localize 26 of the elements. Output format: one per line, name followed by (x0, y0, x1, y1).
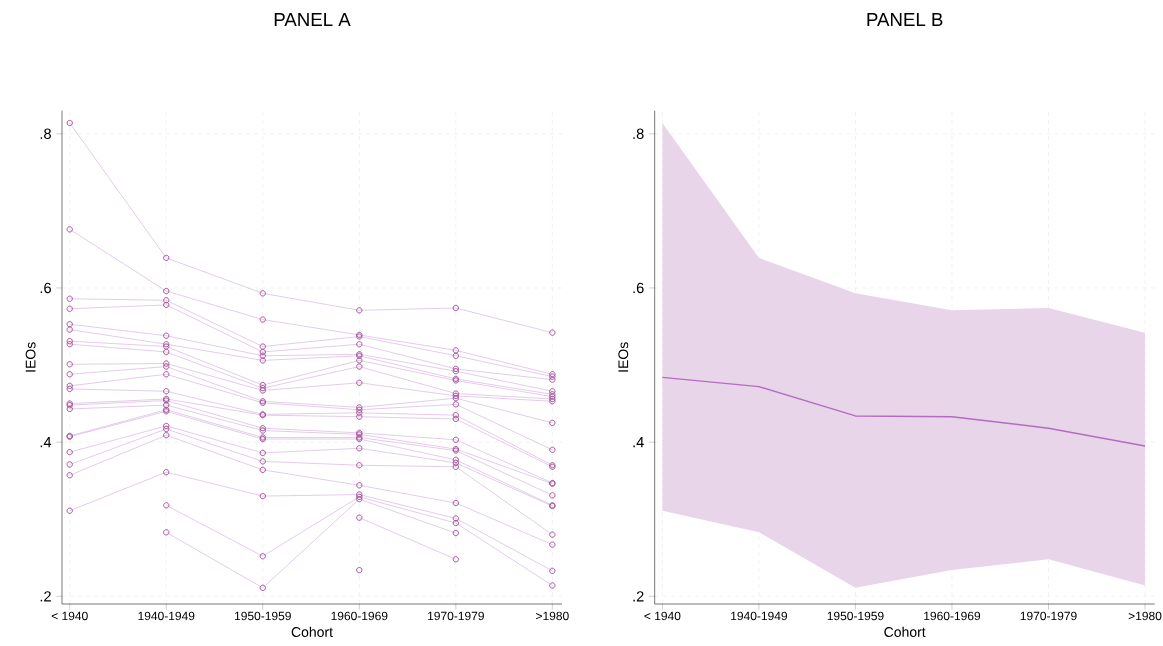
y-tick-label: .6 (633, 282, 644, 294)
x-tick-label: 1970-1979 (1020, 611, 1077, 621)
x-tick-label: >1980 (1128, 611, 1162, 621)
chart-title: PANEL B (867, 13, 943, 26)
x-tick-label: < 1940 (644, 611, 681, 621)
chart-title: PANEL A (274, 13, 351, 26)
y-tick-label: .4 (40, 437, 52, 448)
x-tick-label: 1940-1949 (731, 611, 788, 621)
x-tick-label: 1960-1969 (331, 611, 388, 621)
y-tick-label: .4 (633, 437, 644, 448)
y-axis-title: IEOs (25, 342, 36, 372)
x-axis-title: Cohort (291, 626, 333, 638)
x-tick-label: < 1940 (51, 611, 88, 621)
x-tick-label: 1950-1959 (235, 611, 291, 621)
y-tick-label: .6 (40, 282, 51, 294)
y-axis-title: IEOs (618, 342, 629, 372)
y-tick-label: .8 (40, 128, 51, 139)
x-tick-label: 1970-1979 (428, 611, 484, 621)
x-tick-label: >1980 (536, 611, 569, 621)
y-tick-label: .2 (633, 591, 644, 602)
y-tick-label: .8 (633, 128, 644, 139)
x-tick-label: 1960-1969 (924, 611, 981, 621)
x-axis-title: Cohort (884, 626, 926, 638)
y-tick-label: .2 (40, 591, 51, 602)
x-tick-label: 1950-1959 (827, 611, 884, 621)
x-tick-label: 1940-1949 (138, 611, 195, 621)
